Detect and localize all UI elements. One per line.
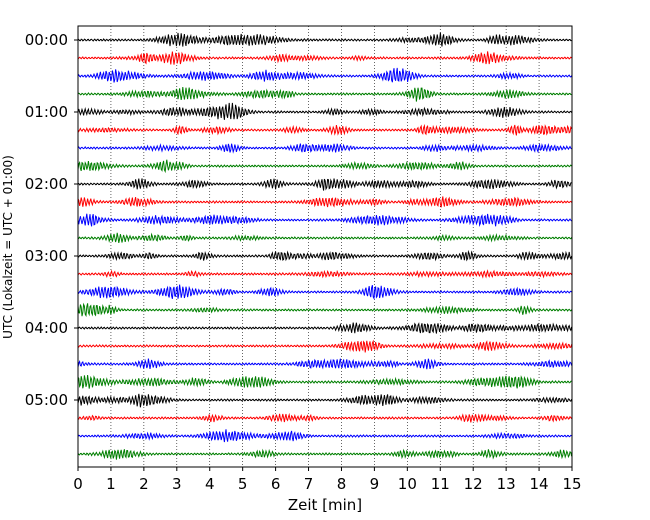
seismogram-trace (77, 32, 572, 47)
y-tick-label: 01:00 (25, 103, 68, 121)
y-axis-ticks: 00:00 01:00 02:00 03:00 04:00 05:00 (25, 31, 78, 409)
x-tick-label: 15 (562, 475, 581, 493)
plot-background (78, 26, 572, 467)
x-tick-label: 0 (73, 475, 83, 493)
x-tick-label: 7 (304, 475, 314, 493)
seismogram-trace (77, 269, 573, 279)
plot-frame (77, 25, 573, 468)
x-axis-label: Zeit [min] (288, 496, 362, 514)
seismogram-trace (77, 143, 572, 154)
y-tick-label: 03:00 (25, 247, 68, 265)
seismogram-trace (77, 232, 573, 244)
y-tick-label: 04:00 (25, 319, 68, 337)
seismogram-trace (77, 358, 573, 370)
seismogram-trace (77, 284, 572, 301)
seismogram-trace (77, 102, 573, 120)
seismogram-trace (77, 51, 572, 65)
x-tick-label: 11 (431, 475, 450, 493)
seismogram-trace (77, 429, 572, 443)
seismogram-trace (77, 302, 573, 318)
x-tick-label: 4 (205, 475, 215, 493)
x-tick-label: 12 (464, 475, 483, 493)
seismogram-trace (77, 393, 573, 408)
y-axis-label: UTC (Lokalzeit = UTC + 01:00) (1, 155, 15, 339)
seismogram-trace (77, 412, 573, 423)
seismogram-trace (77, 178, 572, 191)
x-tick-label: 6 (271, 475, 281, 493)
x-tick-label: 5 (238, 475, 248, 493)
y-tick-label: 02:00 (25, 175, 68, 193)
x-axis-ticks: 0 1 2 3 4 5 6 7 8 9 10 11 12 13 14 15 (73, 467, 582, 493)
x-tick-label: 3 (172, 475, 182, 493)
seismogram-trace (77, 67, 573, 83)
seismogram-trace (77, 339, 573, 353)
x-tick-label: 2 (139, 475, 149, 493)
x-tick-label: 8 (337, 475, 347, 493)
seismogram-trace (77, 213, 572, 227)
trace-group (77, 32, 573, 460)
seismogram-trace (77, 448, 573, 460)
y-tick-label: 00:00 (25, 31, 68, 49)
x-tick-label: 10 (398, 475, 417, 493)
seismogram-trace (77, 375, 572, 389)
seismogram-trace (77, 159, 572, 174)
x-tick-label: 1 (106, 475, 116, 493)
seismogram-trace (77, 249, 573, 262)
seismogram-trace (77, 87, 572, 102)
x-tick-label: 9 (370, 475, 380, 493)
x-tick-label: 14 (530, 475, 549, 493)
seismogram-trace (77, 196, 573, 208)
seismogram-trace (77, 322, 573, 334)
x-tick-label: 13 (497, 475, 516, 493)
seismogram-trace (77, 123, 573, 136)
y-tick-label: 05:00 (25, 391, 68, 409)
